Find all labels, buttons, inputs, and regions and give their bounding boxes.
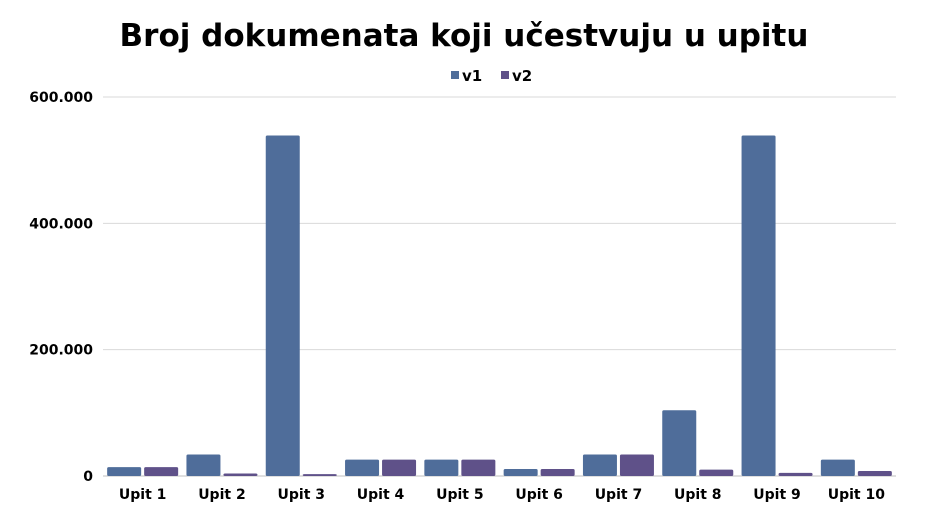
y-tick-label: 0 <box>83 469 93 485</box>
bar-v2-3 <box>302 474 337 476</box>
bar-v2-4 <box>382 459 417 476</box>
bar-v2-1 <box>144 467 179 476</box>
x-tick-label: Upit 1 <box>119 487 167 503</box>
gridlines <box>103 96 896 477</box>
bar-v2-10 <box>857 470 892 476</box>
x-tick-label: Upit 9 <box>753 487 801 503</box>
bar-v2-6 <box>540 469 575 476</box>
bar-v2-2 <box>223 473 258 476</box>
bar-v1-9 <box>741 135 776 476</box>
legend-swatch-v1 <box>451 71 459 79</box>
bar-v2-7 <box>619 454 654 476</box>
legend-swatch-v2 <box>501 71 509 79</box>
bar-v2-9 <box>778 472 813 476</box>
x-tick-label: Upit 5 <box>436 487 484 503</box>
x-tick-label: Upit 10 <box>828 487 885 503</box>
y-tick-label: 400.000 <box>29 216 93 232</box>
legend-label-v1: v1 <box>462 67 482 85</box>
x-tick-label: Upit 7 <box>595 487 643 503</box>
bar-v2-5 <box>461 459 496 476</box>
x-tick-label: Upit 3 <box>278 487 326 503</box>
x-axis: Upit 1 Upit 2 Upit 3 Upit 4 Upit 5 Upit 6 Upit… <box>119 487 885 503</box>
bar-v1-4 <box>345 459 380 476</box>
legend-item-v2: v2 <box>501 67 532 85</box>
bar-v1-1 <box>107 467 142 476</box>
bar-v1-6 <box>503 469 538 476</box>
legend: v1 v2 <box>451 67 532 85</box>
bar-v1-2 <box>186 454 221 476</box>
bar-v1-10 <box>820 459 855 476</box>
bars <box>107 135 892 476</box>
bar-v1-3 <box>265 135 300 476</box>
bar-v1-8 <box>662 410 697 476</box>
bar-v1-5 <box>424 459 459 476</box>
y-tick-label: 200.000 <box>29 343 93 359</box>
y-axis: 0 200.000 400.000 600.000 <box>29 90 93 485</box>
bar-v1-7 <box>582 454 617 476</box>
legend-label-v2: v2 <box>512 67 532 85</box>
bar-v2-8 <box>699 469 734 476</box>
x-tick-label: Upit 4 <box>357 487 405 503</box>
x-tick-label: Upit 6 <box>515 487 563 503</box>
x-tick-label: Upit 2 <box>198 487 246 503</box>
legend-item-v1: v1 <box>451 67 482 85</box>
y-tick-label: 600.000 <box>29 90 93 106</box>
chart-title: Broj dokumenata koji učestvuju u upitu <box>120 18 809 54</box>
x-tick-label: Upit 8 <box>674 487 722 503</box>
